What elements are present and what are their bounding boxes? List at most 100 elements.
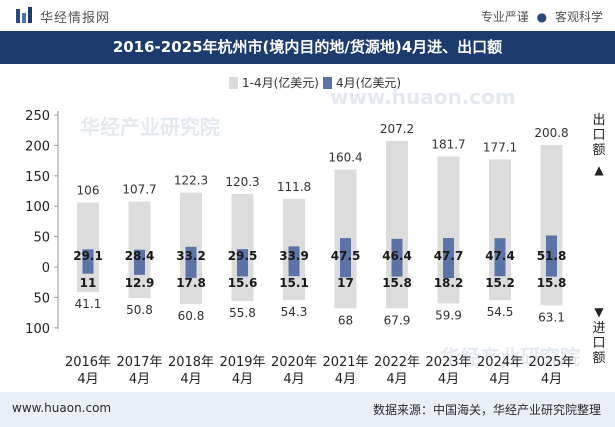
- y-tick-label: 0: [42, 261, 50, 276]
- bar-monthly-import: [340, 267, 351, 278]
- bar-monthly-export: [340, 238, 351, 267]
- x-tick-label: 2018年: [168, 355, 214, 370]
- bar-monthly-import: [288, 267, 300, 277]
- footer: www.huaon.com 数据来源：中国海关，华经产业研究院整理: [0, 392, 615, 427]
- x-tick-label: 4月: [438, 372, 459, 387]
- bar-monthly-import: [443, 267, 454, 279]
- bar-monthly-import: [82, 267, 94, 274]
- bar-monthly-export: [134, 249, 145, 267]
- import-axis-label: 口: [592, 336, 605, 351]
- y-tick-label: 150: [25, 170, 50, 185]
- x-tick-label: 2025年: [528, 355, 574, 370]
- x-tick-label: 2017年: [116, 355, 162, 370]
- data-label-monthly-export: 47.5: [331, 249, 361, 263]
- legend-swatch-monthly: [323, 77, 332, 89]
- data-label-cumulative-export: 177.1: [483, 140, 517, 154]
- logo-icon: [16, 7, 32, 23]
- bar-cumulative-export: [231, 193, 254, 267]
- y-tick-label: 50: [33, 291, 50, 306]
- bar-monthly-import: [391, 267, 403, 277]
- bar-monthly-export: [443, 237, 454, 267]
- x-tick-label: 4月: [283, 372, 304, 387]
- data-label-cumulative-import: 50.8: [126, 303, 153, 317]
- data-label-monthly-export: 51.8: [537, 249, 567, 263]
- watermark-text: 华经产业研究院: [80, 115, 220, 139]
- x-tick-label: 2022年: [374, 355, 420, 370]
- data-label-monthly-export: 29.5: [228, 249, 258, 263]
- chart-title: 2016-2025年杭州市(境内目的地/货源地)4月进、出口额: [0, 31, 615, 64]
- data-label-cumulative-export: 160.4: [328, 150, 362, 164]
- x-tick-label: 2024年: [477, 355, 523, 370]
- bar-monthly-import: [134, 267, 145, 275]
- data-label-cumulative-import: 67.9: [384, 313, 411, 327]
- tagline-right: 客观科学: [554, 10, 603, 24]
- data-label-cumulative-export: 120.3: [225, 175, 259, 189]
- export-axis-label: 口: [592, 128, 605, 143]
- data-label-cumulative-import: 54.5: [487, 305, 514, 319]
- bar-monthly-import: [546, 267, 557, 277]
- x-tick-label: 4月: [489, 372, 510, 387]
- x-tick-label: 2019年: [219, 355, 265, 370]
- import-axis-label: 额: [592, 351, 605, 366]
- y-tick-label: 250: [25, 109, 50, 124]
- tagline-left: 专业严谨: [480, 10, 529, 24]
- data-label-cumulative-export: 181.7: [431, 138, 465, 152]
- data-label-monthly-import: 15.8: [537, 276, 567, 290]
- bar-monthly-import: [237, 267, 248, 277]
- data-label-cumulative-export: 106: [77, 184, 100, 198]
- data-label-monthly-export: 33.2: [176, 249, 206, 263]
- bar-monthly-export: [391, 238, 403, 267]
- tagline-dot: ●: [536, 10, 548, 24]
- y-tick-label: 200: [25, 139, 50, 154]
- data-label-monthly-import: 15.8: [382, 276, 412, 290]
- data-label-monthly-import: 15.6: [228, 276, 258, 290]
- bar-monthly-export: [288, 246, 300, 267]
- data-label-monthly-import: 18.2: [434, 276, 464, 290]
- data-label-monthly-import: 12.9: [125, 276, 155, 290]
- data-label-cumulative-import: 55.8: [229, 306, 256, 320]
- legend-swatch-cumulative: [229, 77, 238, 89]
- legend-label-cumulative: 1-4月(亿美元): [242, 75, 319, 90]
- export-arrow-icon: ▲: [594, 163, 604, 177]
- bar-cumulative-import: [386, 267, 408, 309]
- data-label-cumulative-export: 200.8: [534, 126, 568, 140]
- data-label-cumulative-import: 54.3: [281, 305, 308, 319]
- x-tick-label: 2020年: [271, 355, 317, 370]
- chart-area: 华经产业研究院 www.huaon.com 华经产业研究院 1-4月(亿美元) 4月(亿…: [25, 75, 605, 387]
- data-label-monthly-import: 17.8: [176, 276, 206, 290]
- data-label-monthly-export: 29.1: [73, 249, 103, 263]
- x-tick-label: 4月: [77, 372, 98, 387]
- x-tick-label: 2016年: [65, 355, 111, 370]
- data-label-cumulative-import: 60.8: [178, 309, 205, 323]
- tagline: 专业严谨 ● 客观科学: [481, 8, 603, 25]
- x-tick-label: 4月: [129, 372, 150, 387]
- export-axis-label: 出: [592, 113, 605, 128]
- x-tick-label: 4月: [180, 372, 201, 387]
- top-bar: 华经情报网 专业严谨 ● 客观科学: [0, 0, 615, 32]
- data-label-cumulative-import: 68: [338, 313, 353, 327]
- data-label-cumulative-export: 111.8: [277, 180, 311, 194]
- data-label-cumulative-import: 41.1: [75, 297, 102, 311]
- bar-monthly-import: [185, 267, 197, 278]
- data-label-monthly-export: 47.4: [485, 249, 515, 263]
- data-label-cumulative-import: 63.1: [538, 310, 565, 324]
- bar-monthly-export: [82, 249, 94, 267]
- bar-monthly-export: [185, 246, 197, 267]
- bar-monthly-export: [494, 238, 506, 267]
- x-tick-label: 4月: [541, 372, 562, 387]
- x-tick-label: 4月: [335, 372, 356, 387]
- bar-monthly-export: [237, 249, 248, 267]
- footer-website: www.huaon.com: [12, 401, 112, 415]
- data-label-monthly-export: 33.9: [279, 249, 309, 263]
- data-label-monthly-import: 15.1: [279, 276, 309, 290]
- x-tick-label: 4月: [232, 372, 253, 387]
- y-tick-label: 100: [25, 322, 50, 337]
- y-tick-label: 100: [25, 200, 50, 215]
- bar-monthly-export: [546, 235, 557, 267]
- x-tick-label: 2021年: [322, 355, 368, 370]
- bar-monthly-import: [494, 267, 506, 277]
- data-label-cumulative-export: 207.2: [380, 122, 414, 136]
- data-label-cumulative-import: 59.9: [435, 308, 462, 322]
- bar-cumulative-export: [386, 141, 408, 267]
- data-label-monthly-export: 28.4: [125, 249, 155, 263]
